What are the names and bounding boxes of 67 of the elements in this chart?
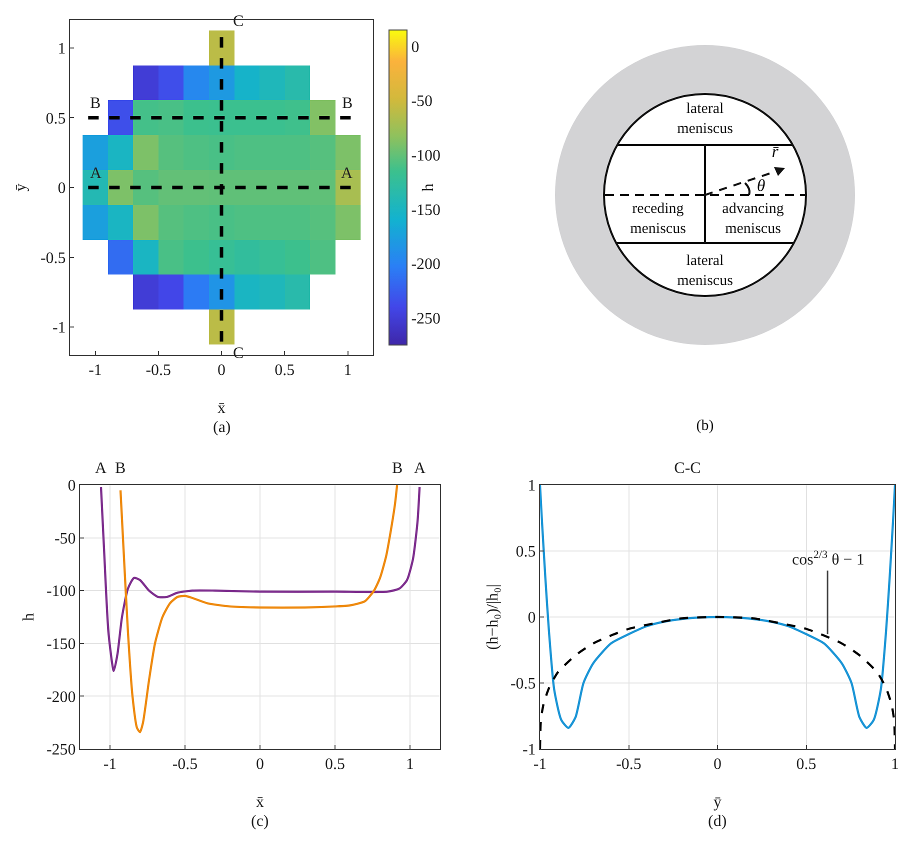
annotation: A	[95, 460, 107, 477]
color-bar-label: -250	[411, 310, 441, 328]
line-series	[540, 485, 895, 729]
y-axis-title: (h−h₀)/|h₀|	[484, 584, 502, 650]
x-tick-label: 0.5	[325, 756, 345, 774]
y-axis-title: ȳ	[12, 184, 30, 192]
color-bar-label: 0	[411, 38, 420, 56]
y-tick-label: -0.5	[510, 676, 536, 693]
x-tick-label: -0.5	[172, 756, 198, 774]
y-tick-label: -50	[54, 530, 76, 548]
y-tick-label: 0	[528, 610, 536, 627]
annotation: cos$^{2/3}$ θ − 1	[792, 549, 864, 569]
color-bar-title: h	[420, 184, 438, 192]
text: receding meniscus	[630, 201, 686, 237]
annotation: B	[115, 460, 126, 477]
color-bar-label: -100	[411, 148, 441, 165]
text: (c)	[251, 813, 269, 830]
ref-line-label: B	[90, 95, 101, 112]
line-series	[119, 485, 398, 734]
x-axis-title: x̄	[256, 794, 264, 811]
y-tick-label: 0	[68, 478, 76, 495]
text: (a)	[213, 419, 231, 436]
x-tick-label: 1	[344, 362, 352, 380]
text: B	[342, 95, 353, 112]
text: lateral meniscus	[677, 253, 734, 289]
line-series	[540, 616, 895, 749]
color-bar-label: -50	[411, 93, 433, 110]
x-tick-label: 0.5	[796, 756, 816, 774]
annotation: A	[414, 460, 426, 477]
chart-title: C-C	[674, 460, 701, 478]
color-bar-label: -150	[411, 202, 441, 219]
text: A	[341, 165, 353, 182]
y-tick-label: -1	[522, 742, 536, 759]
y-tick-label: 0.5	[516, 544, 536, 561]
y-tick-label: -250	[46, 742, 76, 759]
y-tick-label: -100	[46, 583, 76, 600]
text: (b)	[696, 418, 714, 434]
x-tick-label: -1	[103, 756, 117, 774]
y-tick-label: -0.5	[40, 250, 66, 267]
x-tick-label: 0.5	[274, 362, 295, 380]
text: r̄	[772, 142, 780, 161]
y-axis-title: h	[20, 613, 38, 621]
line-series	[100, 486, 421, 672]
x-tick-label: 0	[218, 362, 226, 380]
y-tick-label: -200	[46, 688, 76, 706]
text: (d)	[708, 813, 727, 830]
text: advancing meniscus	[722, 201, 784, 237]
x-tick-label: 0	[714, 756, 722, 774]
y-tick-label: -150	[46, 636, 76, 653]
text: lateral meniscus	[677, 101, 734, 137]
y-tick-label: 1	[58, 40, 66, 58]
text: θ	[756, 176, 766, 195]
x-tick-label: 1	[406, 756, 414, 774]
x-tick-label: -1	[88, 362, 102, 380]
x-tick-label: -0.5	[616, 756, 642, 774]
color-bar-label: -200	[411, 256, 441, 274]
x-tick-label: -0.5	[146, 362, 172, 380]
annotation: B	[392, 460, 403, 477]
x-axis-title: x̄	[218, 400, 226, 417]
y-tick-label: -1	[52, 320, 66, 337]
x-tick-label: 0	[256, 756, 264, 774]
y-tick-label: 0	[58, 180, 66, 198]
y-tick-label: 0.5	[46, 110, 66, 128]
x-axis-title: ȳ	[714, 794, 722, 811]
x-tick-label: 1	[891, 756, 899, 774]
ref-line-label: A	[90, 165, 102, 182]
y-tick-label: 1	[528, 478, 536, 495]
